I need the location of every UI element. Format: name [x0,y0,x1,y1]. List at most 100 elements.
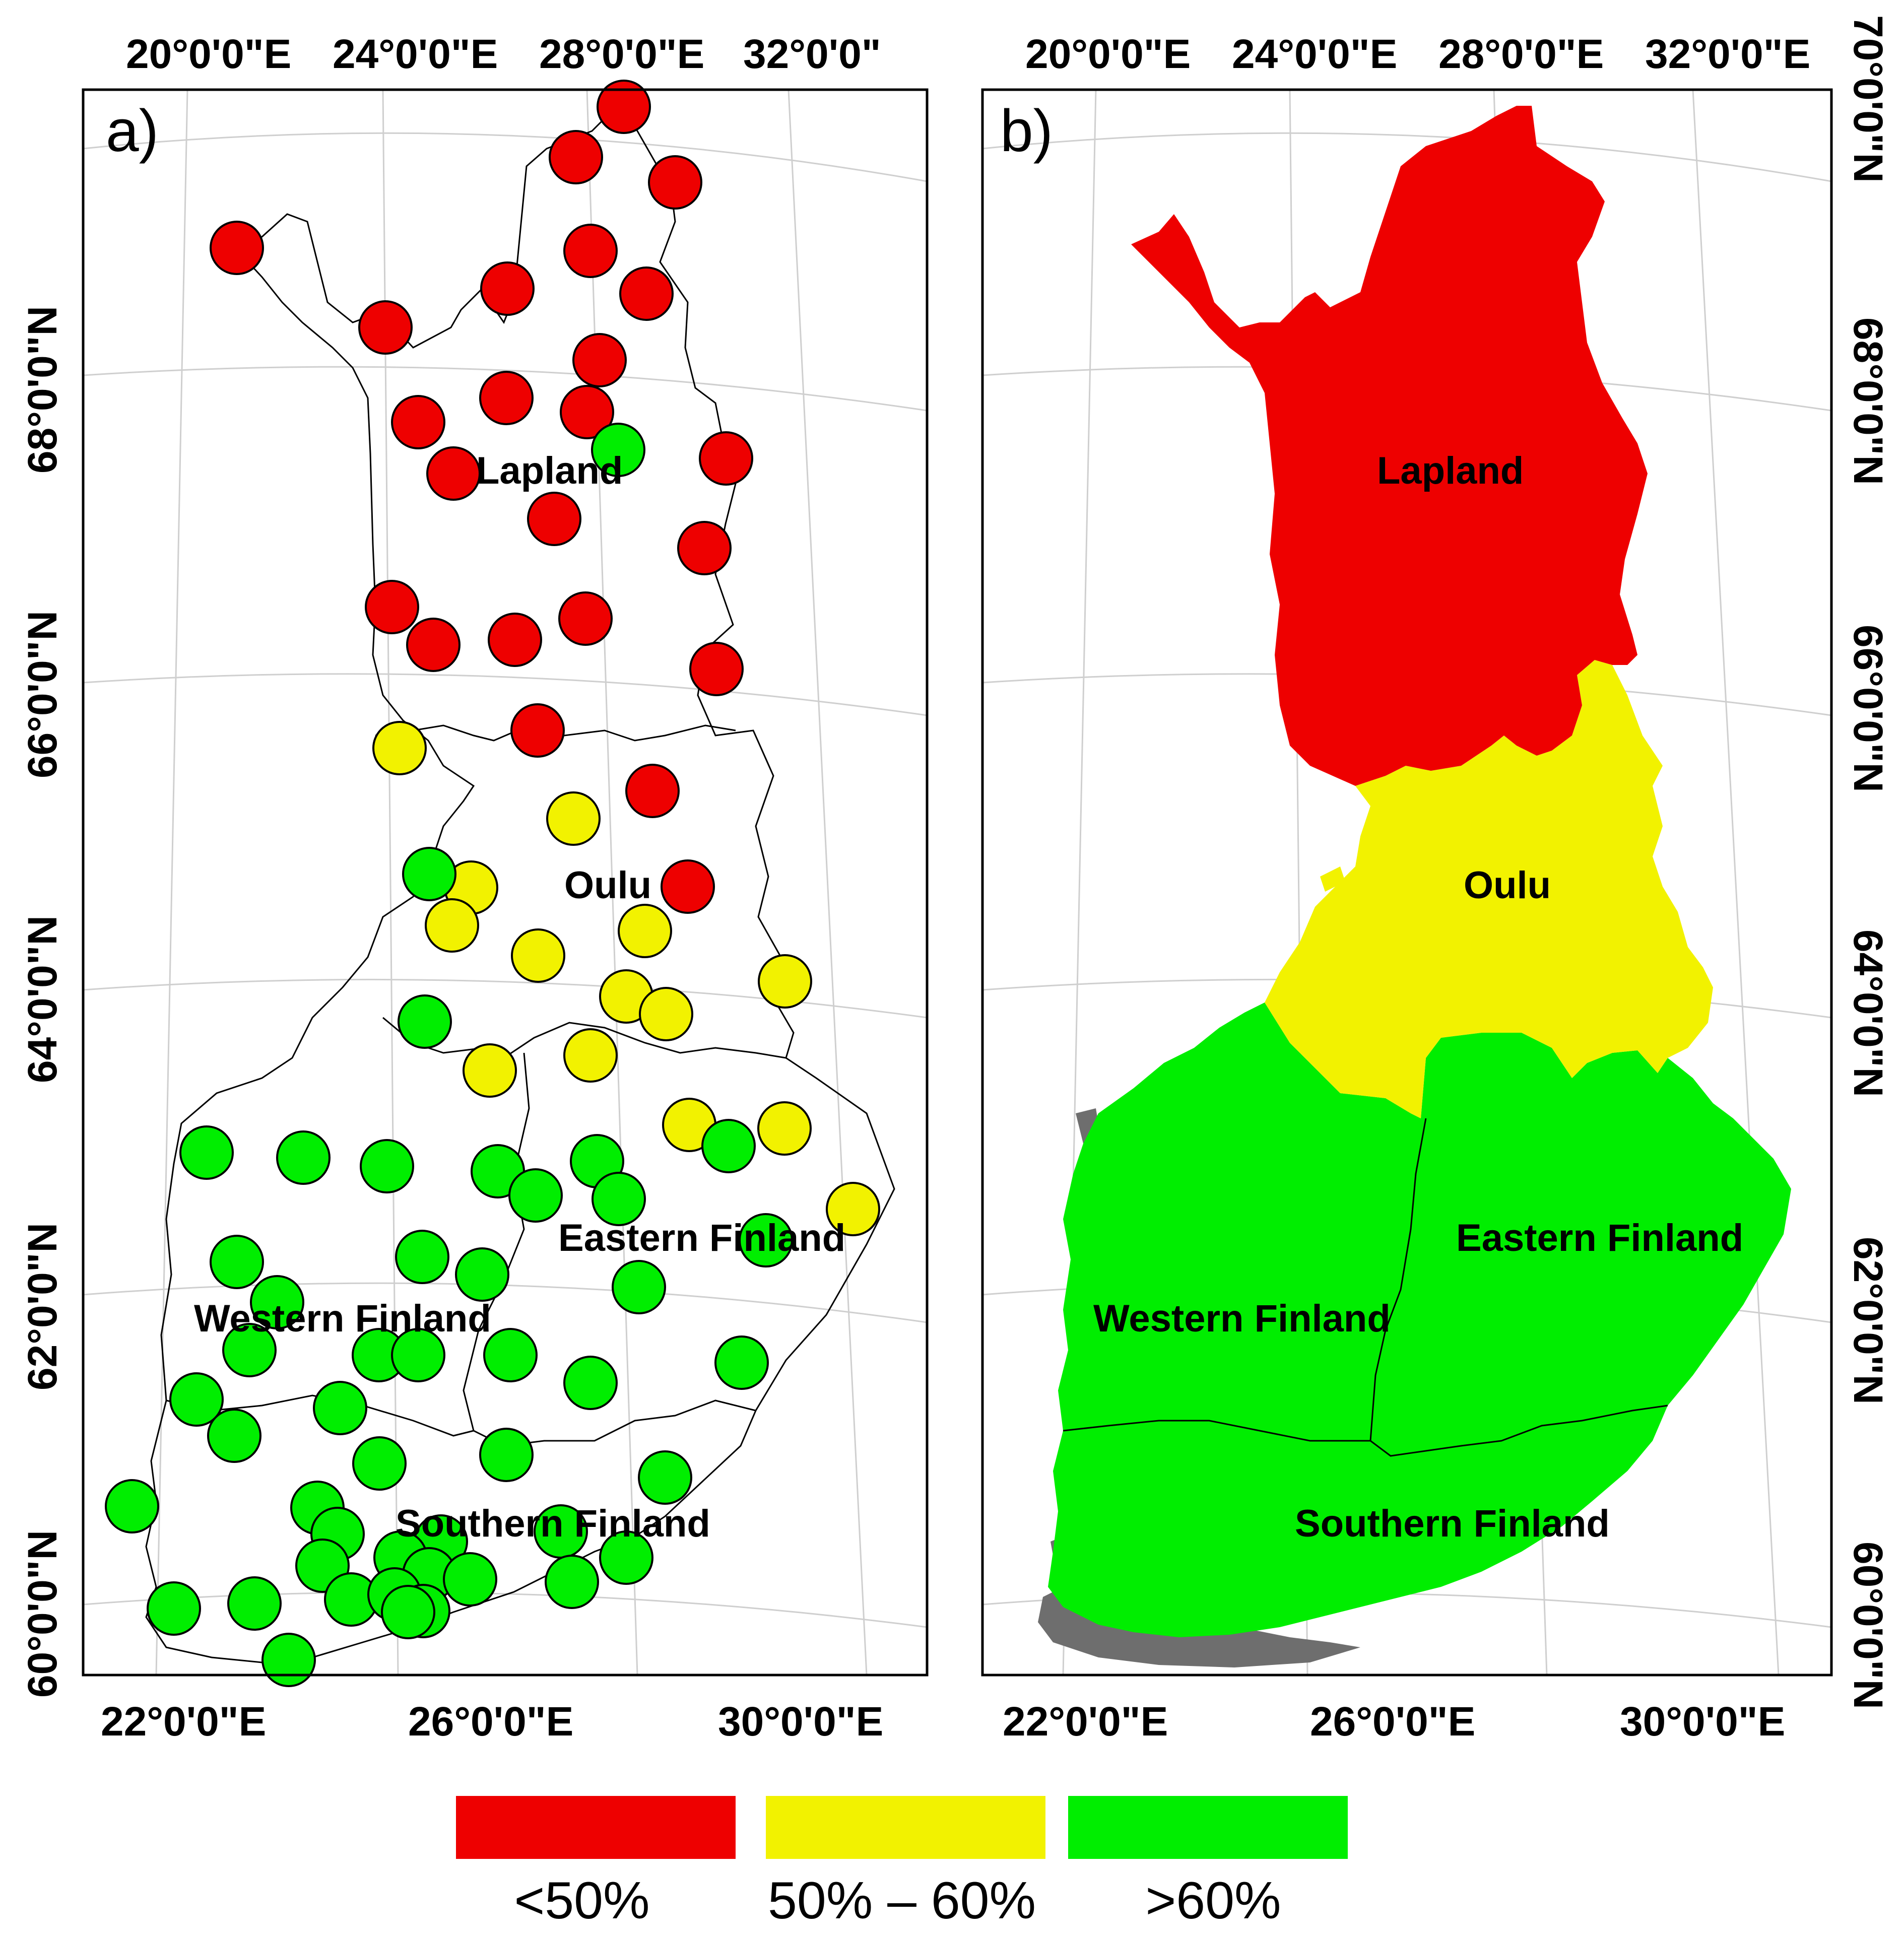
station-marker [488,613,542,667]
region-label-lapland-b: Lapland [1377,449,1524,492]
station-marker [689,642,744,696]
station-marker [479,371,534,425]
station-marker [560,385,614,439]
station-marker [612,1260,666,1314]
station-marker [661,859,715,914]
legend-label-yellow: 50% – 60% [768,1872,1036,1930]
station-marker [701,1119,756,1173]
station-marker [360,1139,414,1193]
station-marker [402,847,456,901]
station-marker [147,1581,201,1636]
lat-label: 70°0'0"N [1845,15,1891,183]
region-yellow [1265,660,1713,1118]
lon-label: 32°0'0" [743,31,881,77]
lon-label: 30°0'0"E [718,1699,883,1745]
station-marker [545,1555,599,1609]
lon-label: 20°0'0"E [126,31,291,77]
station-marker [527,492,581,546]
station-marker [406,618,461,672]
bottom-lon-labels-b: 22°0'0"E 26°0'0"E 30°0'0"E [1003,1699,1785,1745]
station-marker [558,591,613,646]
legend-label-green: >60% [1146,1872,1281,1930]
station-marker [261,1633,316,1687]
station-marker [826,1182,880,1236]
station-marker [250,1275,304,1329]
station-marker [463,1043,517,1098]
region-label-southern-a: Southern Finland [396,1502,710,1545]
station-marker [625,764,680,818]
station-marker [391,1328,445,1382]
lat-label: 68°0'0"N [1845,317,1891,485]
region-label-western-a: Western Finland [194,1297,491,1340]
region-label-lapland-a: Lapland [476,449,623,492]
legend: <50% 50% – 60% >60% [456,1796,1348,1930]
map-frame-b [981,88,1833,1677]
stations-green [105,847,793,1687]
region-label-eastern-b: Eastern Finland [1456,1217,1743,1259]
station-marker [563,224,618,278]
station-marker [391,395,445,449]
lat-label: 64°0'0"N [20,915,65,1083]
lon-label: 28°0'0"E [1438,31,1604,77]
lat-label: 64°0'0"N [1845,929,1891,1097]
station-marker [758,954,812,1009]
station-marker [207,1409,261,1463]
station-marker [372,721,427,775]
station-marker [227,1576,282,1631]
lat-label: 60°0'0"N [1845,1542,1891,1709]
internal-border-b2 [1063,1420,1370,1442]
bottom-lon-labels-a: 22°0'0"E 26°0'0"E 30°0'0"E [101,1699,883,1745]
right-lat-labels: 70°0'0"N 68°0'0"N 66°0'0"N 64°0'0"N 62°0… [1845,15,1891,1709]
map-frame-a [82,88,929,1677]
region-green [1048,1003,1791,1637]
station-marker [313,1381,367,1435]
station-marker [677,521,732,575]
station-marker [426,446,481,501]
station-marker [508,1168,563,1223]
stations-red [210,80,753,914]
region-label-oulu-b: Oulu [1464,864,1551,907]
station-marker [395,1230,449,1284]
station-marker [563,1028,618,1083]
station-marker [546,791,601,846]
lon-label: 26°0'0"E [1310,1699,1475,1745]
station-marker [455,1247,509,1302]
station-marker [105,1479,159,1533]
station-marker [210,1235,264,1289]
lon-label: 30°0'0"E [1620,1699,1785,1745]
station-marker [425,898,479,953]
station-marker [352,1436,407,1491]
internal-border-b [1369,1118,1668,1457]
station-marker [222,1323,277,1377]
lon-label: 24°0'0"E [333,31,498,77]
station-marker [597,80,651,134]
station-marker [639,987,693,1041]
region-red [1131,106,1648,786]
region-label-western-b: Western Finland [1093,1297,1391,1340]
station-marker [398,994,452,1049]
station-marker [618,904,672,958]
top-lon-labels-b: 20°0'0"E 24°0'0"E 28°0'0"E 32°0'0"E [1025,31,1810,77]
station-marker [511,928,565,983]
station-marker [648,155,702,210]
lon-label: 22°0'0"E [1003,1699,1168,1745]
legend-swatch-yellow [766,1796,1045,1859]
station-marker [714,1335,769,1390]
lon-label: 20°0'0"E [1025,31,1191,77]
lat-label: 66°0'0"N [1845,625,1891,792]
station-marker [169,1372,224,1427]
station-marker [510,703,565,758]
lon-label: 22°0'0"E [101,1699,266,1745]
lat-label: 60°0'0"N [20,1530,65,1698]
station-marker [210,221,264,275]
station-marker [479,1428,534,1482]
oulu-islands [1320,866,1373,904]
station-marker [549,130,603,184]
station-marker [572,333,627,387]
lon-label: 32°0'0"E [1645,31,1810,77]
station-marker [619,266,674,321]
station-marker [381,1585,435,1639]
legend-swatch-green [1068,1796,1348,1859]
stations-yellow [372,721,880,1236]
